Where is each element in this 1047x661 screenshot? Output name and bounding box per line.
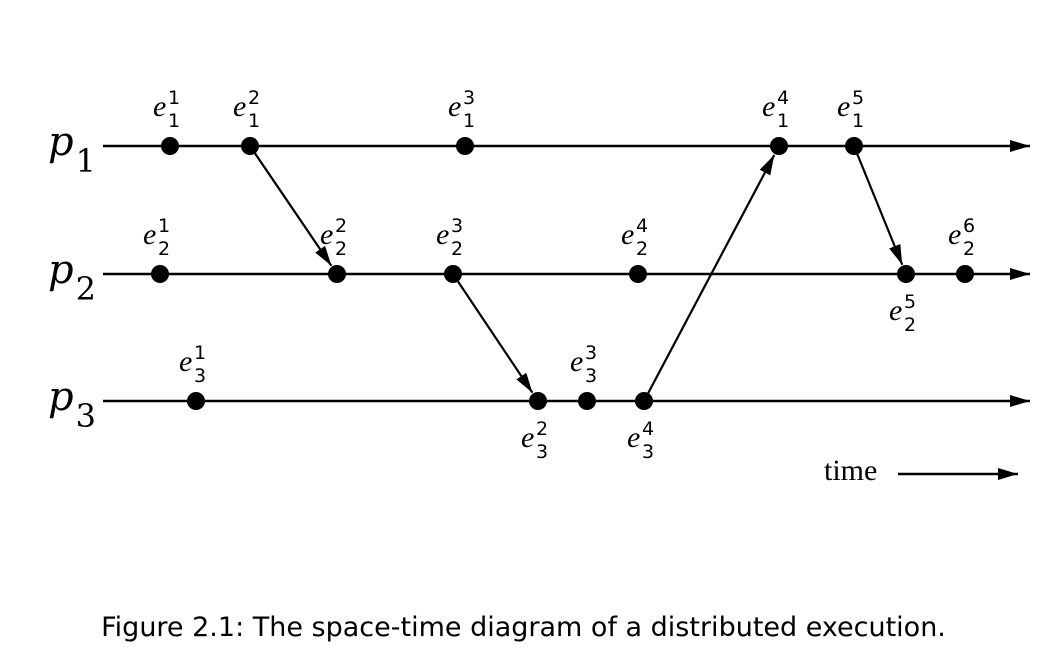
event-label-base: e (627, 421, 640, 454)
event-e2-6: e 62 (948, 215, 975, 283)
process-label-p1: p1 (48, 119, 96, 180)
messages (249, 145, 904, 402)
event-label-sup: 6 (963, 215, 975, 237)
events: e 11 e 21 e 31 e 41 e 51e 12 e 22 e 32 e 42e 52e 62e 13e 23e… (143, 87, 975, 463)
event-dot (635, 392, 653, 410)
event-label-base: e (233, 90, 246, 123)
figure-caption: Figure 2.1: The space-time diagram of a … (101, 612, 946, 643)
event-dot (328, 265, 346, 283)
event-label-base: e (436, 218, 449, 251)
event-dot (770, 137, 788, 155)
event-dot (456, 137, 474, 155)
event-dot (845, 137, 863, 155)
event-dot (578, 392, 596, 410)
event-label-sup: 1 (168, 87, 180, 109)
event-label-base: e (889, 294, 902, 327)
process-labels: p1 p2 p3 (48, 119, 96, 435)
event-dot (444, 265, 462, 283)
timelines (103, 140, 1030, 407)
event-label-base: e (570, 345, 583, 378)
event-label-sub: 1 (248, 110, 260, 132)
event-e3-4: e 43 (627, 392, 654, 463)
event-dot (187, 392, 205, 410)
event-label-sub: 2 (451, 238, 463, 260)
event-label-sub: 2 (335, 238, 347, 260)
message-e2-3-to-e3-2 (452, 273, 534, 394)
event-label-base: e (153, 90, 166, 123)
message-e1-2-to-e2-2 (249, 145, 333, 267)
event-e2-5: e 52 (889, 265, 916, 336)
event-e2-3: e 32 (436, 215, 463, 283)
event-label-sup: 4 (636, 215, 648, 237)
event-label-sup: 1 (194, 342, 206, 364)
event-e1-4: e 41 (762, 87, 789, 155)
time-label: time (824, 454, 877, 487)
event-label-base: e (621, 218, 634, 251)
event-label-sub: 3 (536, 441, 548, 463)
event-label-sub: 3 (194, 365, 206, 387)
event-e1-2: e 21 (233, 87, 260, 155)
event-label-sup: 3 (463, 87, 475, 109)
time-indicator: time (824, 454, 1018, 487)
event-dot (897, 265, 915, 283)
message-e3-4-to-e1-4 (643, 154, 776, 402)
event-label-sup: 1 (158, 215, 170, 237)
message-e1-5-to-e2-5 (852, 145, 904, 266)
event-e2-2: e 22 (320, 215, 347, 283)
event-label-sub: 1 (168, 110, 180, 132)
event-label-sup: 5 (904, 291, 916, 313)
event-label-sub: 2 (963, 238, 975, 260)
event-e2-4: e 42 (621, 215, 648, 283)
event-label-base: e (521, 421, 534, 454)
event-label-sub: 1 (777, 110, 789, 132)
event-label-sup: 3 (451, 215, 463, 237)
event-label-sup: 5 (852, 87, 864, 109)
event-label-sup: 2 (335, 215, 347, 237)
event-label-sup: 2 (536, 418, 548, 440)
event-label-sub: 3 (642, 441, 654, 463)
event-dot (956, 265, 974, 283)
event-dot (241, 137, 259, 155)
event-label-base: e (762, 90, 775, 123)
event-label-sup: 4 (642, 418, 654, 440)
event-dot (529, 392, 547, 410)
event-label-sup: 3 (585, 342, 597, 364)
event-e3-2: e 23 (521, 392, 548, 463)
event-label-base: e (179, 345, 192, 378)
event-e1-1: e 11 (153, 87, 180, 155)
event-label-sub: 1 (852, 110, 864, 132)
event-label-sup: 4 (777, 87, 789, 109)
event-label-sub: 3 (585, 365, 597, 387)
event-label-base: e (143, 218, 156, 251)
event-e1-3: e 31 (448, 87, 475, 155)
event-e3-1: e 13 (179, 342, 206, 410)
event-label-sub: 2 (904, 314, 916, 336)
event-dot (629, 265, 647, 283)
event-e2-1: e 12 (143, 215, 170, 283)
event-dot (161, 137, 179, 155)
event-dot (151, 265, 169, 283)
event-label-base: e (448, 90, 461, 123)
event-label-sub: 1 (463, 110, 475, 132)
event-label-base: e (948, 218, 961, 251)
event-e3-3: e 33 (570, 342, 597, 410)
event-label-base: e (837, 90, 850, 123)
event-label-sub: 2 (158, 238, 170, 260)
event-label-sup: 2 (248, 87, 260, 109)
event-label-base: e (320, 218, 333, 251)
process-label-p2: p2 (48, 247, 96, 308)
event-label-sub: 2 (636, 238, 648, 260)
event-e1-5: e 51 (837, 87, 864, 155)
process-label-p3: p3 (48, 374, 96, 435)
